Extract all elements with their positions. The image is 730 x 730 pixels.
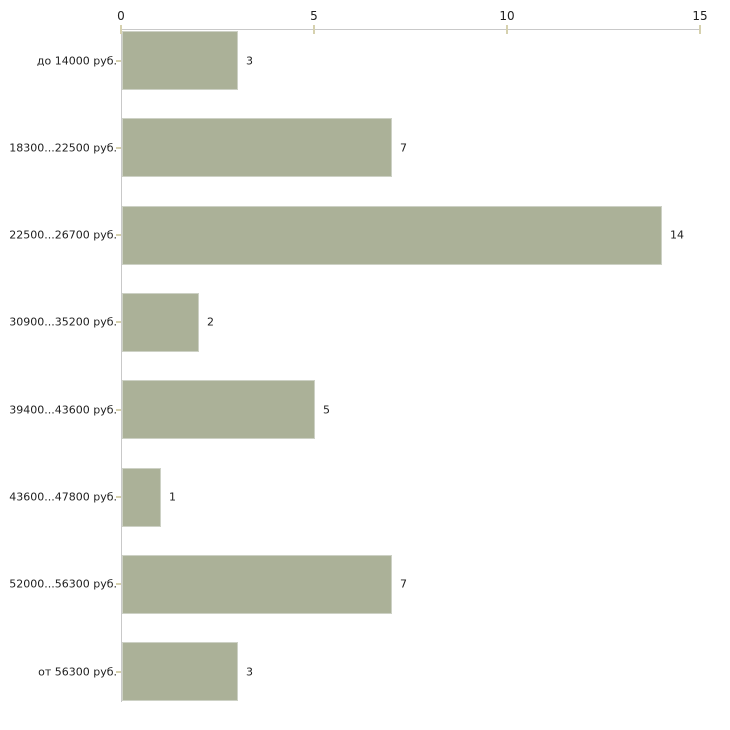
bar	[122, 380, 315, 440]
category-label: 39400...43600 руб.	[9, 403, 117, 417]
category-tick-mark	[116, 59, 121, 62]
category-tick-mark	[116, 146, 121, 149]
x-axis-tick-mark	[120, 25, 122, 34]
category-label: 22500...26700 руб.	[9, 228, 117, 242]
category-label: от 56300 руб.	[38, 665, 117, 679]
x-axis-tick-label: 5	[310, 9, 318, 23]
value-label: 1	[169, 490, 176, 504]
category-tick-mark	[116, 234, 121, 237]
x-axis-tick-label: 10	[499, 9, 515, 23]
y-axis-line	[121, 26, 122, 703]
value-label: 7	[400, 141, 407, 155]
category-tick-mark	[116, 496, 121, 498]
value-label: 3	[246, 54, 253, 67]
bar	[122, 554, 392, 614]
value-label: 7	[400, 577, 407, 591]
category-label: до 14000 руб.	[36, 54, 117, 67]
value-label: 14	[670, 228, 684, 242]
bar	[122, 467, 161, 527]
category-label: 52000...56300 руб.	[9, 577, 117, 591]
category-tick-mark	[116, 321, 121, 324]
category-label: 43600...47800 руб.	[9, 490, 117, 504]
x-axis-tick-label: 15	[692, 9, 708, 23]
bar	[122, 292, 199, 352]
category-label: 18300...22500 руб.	[9, 141, 117, 155]
value-label: 5	[323, 403, 330, 417]
x-axis-line	[121, 29, 701, 30]
bar	[122, 642, 238, 702]
bar	[122, 31, 238, 90]
category-tick-mark	[116, 408, 121, 411]
x-axis-tick-mark	[506, 25, 508, 34]
bar	[122, 118, 392, 178]
category-tick-mark	[116, 670, 121, 673]
x-axis-tick-mark	[313, 25, 315, 34]
value-label: 3	[246, 665, 253, 679]
category-label: 30900...35200 руб.	[9, 315, 117, 329]
value-label: 2	[207, 315, 214, 329]
bar	[122, 205, 662, 265]
x-axis-tick-label: 0	[117, 9, 125, 23]
x-axis-tick-mark	[699, 25, 701, 34]
category-tick-mark	[116, 583, 121, 586]
